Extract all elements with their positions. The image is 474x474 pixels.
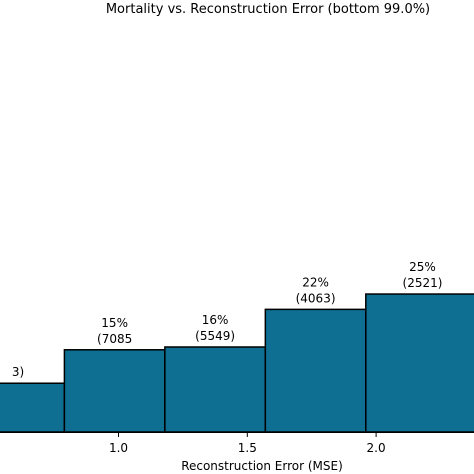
x-tick-label: 1.5 [238, 441, 257, 455]
bar-percent-label: 22% [302, 275, 329, 289]
histogram-bar [164, 346, 267, 433]
bar-count-label: 3) [12, 365, 24, 379]
histogram-bar [264, 308, 367, 433]
x-axis-label: Reconstruction Error (MSE) [181, 459, 343, 473]
bar-percent-label: 15% [101, 316, 128, 330]
bar-labels-group: 3) 15% (7085 16% (5549) 22% (4063) 25% (2521) [12, 260, 443, 379]
bar-percent-label: 16% [202, 313, 229, 327]
bar-count-label: (2521) [403, 276, 443, 290]
histogram-bar [0, 382, 66, 433]
x-axis: 1.0 1.5 2.0 [0, 432, 474, 455]
bar-count-label: (4063) [296, 291, 336, 305]
histogram-bar [63, 349, 166, 433]
bar-count-label: (5549) [195, 329, 235, 343]
histogram-bar [365, 293, 474, 433]
bar-percent-label: 25% [409, 260, 436, 274]
x-tick-label: 1.0 [109, 441, 128, 455]
bar-count-label: (7085 [97, 332, 132, 346]
x-tick-label: 2.0 [367, 441, 386, 455]
chart-title: Mortality vs. Reconstruction Error (bott… [106, 2, 430, 17]
bars-group [0, 293, 474, 433]
